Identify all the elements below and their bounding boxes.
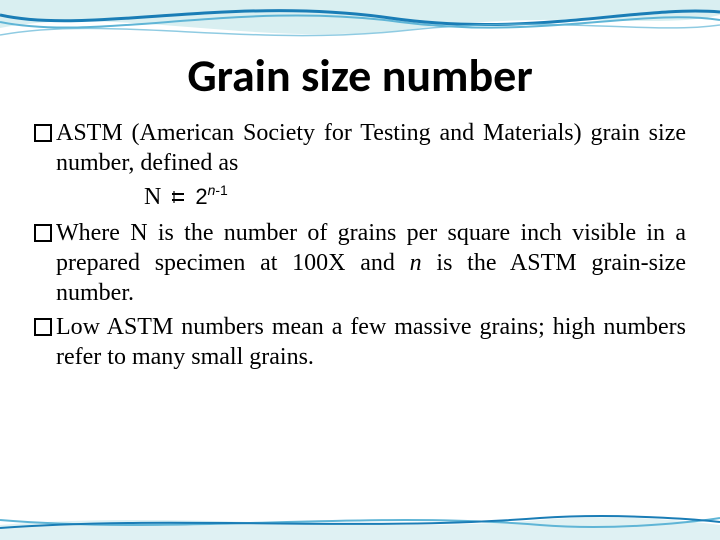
- equals-icon: [167, 190, 189, 208]
- formula-base: 2: [195, 184, 207, 209]
- bullet-item: Low ASTM numbers mean a few massive grai…: [34, 312, 686, 372]
- bullet-text: Low ASTM numbers mean a few massive grai…: [56, 312, 686, 372]
- formula-exponent: n-1: [208, 182, 228, 198]
- wave-decoration-bottom: [0, 500, 720, 540]
- slide-title: Grain size number: [0, 48, 720, 104]
- bullet-text: ASTM (American Society for Testing and M…: [56, 118, 686, 178]
- slide-body: ASTM (American Society for Testing and M…: [34, 118, 686, 376]
- square-bullet-icon: [34, 224, 52, 242]
- formula: N 2n-1: [34, 182, 686, 212]
- formula-lhs: N: [144, 184, 161, 210]
- square-bullet-icon: [34, 318, 52, 336]
- bullet-item: Where N is the number of grains per squa…: [34, 218, 686, 308]
- bullet-item: ASTM (American Society for Testing and M…: [34, 118, 686, 178]
- square-bullet-icon: [34, 124, 52, 142]
- bullet-text: Where N is the number of grains per squa…: [56, 218, 686, 308]
- slide: Grain size number ASTM (American Society…: [0, 0, 720, 540]
